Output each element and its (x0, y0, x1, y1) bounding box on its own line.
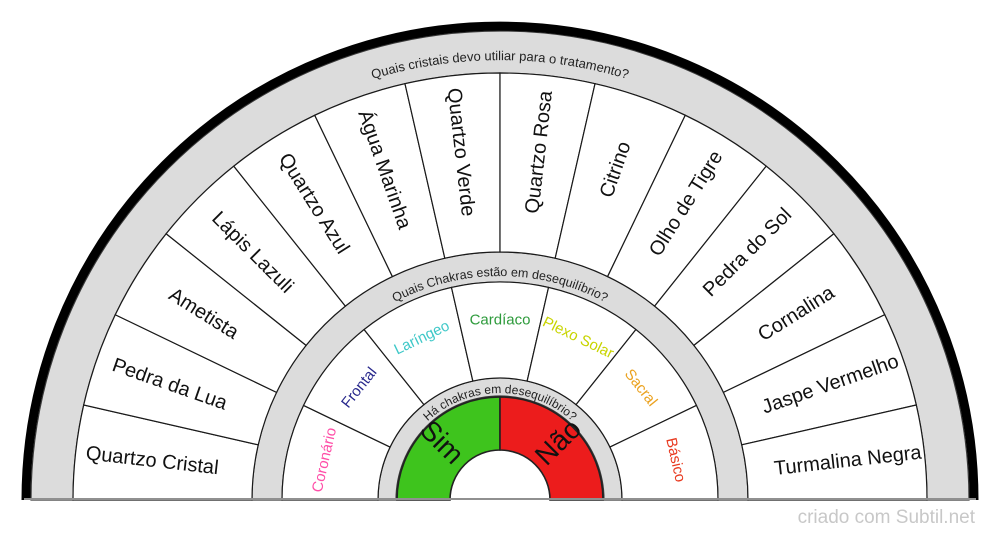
outer-black-ring (21, 21, 979, 501)
answer-segment-nao (499, 396, 604, 501)
chakra-label: Cardíaco (470, 312, 531, 329)
credit-text: criado com Subtil.net (797, 507, 975, 528)
answer-segment-sim (396, 396, 501, 501)
